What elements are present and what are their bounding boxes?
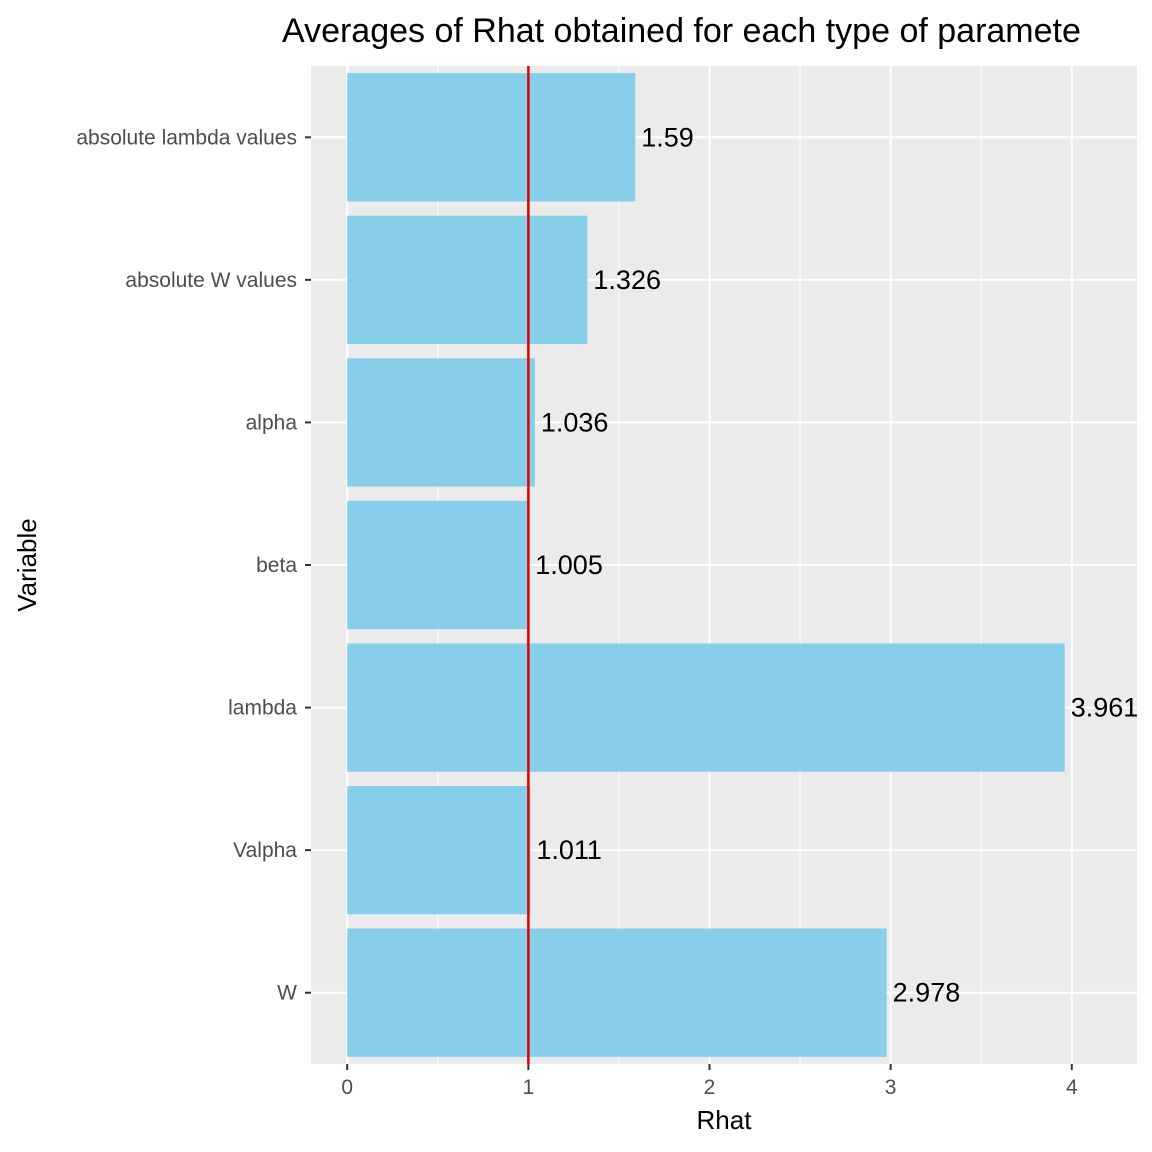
bar-alpha (347, 358, 535, 487)
data-label: 1.011 (536, 835, 602, 865)
y-tick-label: alpha (246, 411, 298, 434)
x-axis-title: Rhat (697, 1105, 753, 1135)
y-tick-label: absolute W values (125, 269, 297, 292)
x-tick-label: 0 (341, 1076, 353, 1099)
x-tick-label: 3 (885, 1076, 897, 1099)
data-label: 1.005 (535, 550, 603, 580)
y-axis-title: Variable (12, 518, 42, 611)
x-tick-label: 1 (523, 1076, 535, 1099)
bar-lambda (347, 643, 1065, 772)
x-tick-label: 2 (704, 1076, 716, 1099)
y-tick-label: beta (256, 554, 297, 577)
x-axis: 0 1 2 3 4 (341, 1064, 1078, 1099)
data-label: 2.978 (893, 978, 961, 1008)
bar-valpha (347, 785, 531, 915)
y-tick-label: W (277, 982, 297, 1005)
data-label: 1.59 (641, 122, 694, 152)
x-tick-label: 4 (1066, 1076, 1078, 1099)
y-tick-label: Valpha (233, 839, 297, 862)
bars (347, 73, 1065, 1057)
bar-w (347, 928, 887, 1057)
y-axis: W Valpha lambda beta alpha absolute W values a… (76, 126, 311, 1005)
data-label: 3.961 (1071, 693, 1139, 723)
bar-beta (347, 500, 530, 630)
y-tick-label: lambda (228, 697, 297, 720)
bar-absolute-w-values (347, 215, 588, 345)
data-label: 1.036 (541, 407, 609, 437)
value-labels: 2.978 1.011 3.961 1.005 1.036 1.326 1.59 (535, 122, 1138, 1007)
y-tick-label: absolute lambda values (76, 126, 297, 149)
chart-title: Averages of Rhat obtained for each type … (282, 12, 1081, 50)
bar-absolute-lambda-values (347, 73, 636, 202)
data-label: 1.326 (593, 265, 661, 295)
